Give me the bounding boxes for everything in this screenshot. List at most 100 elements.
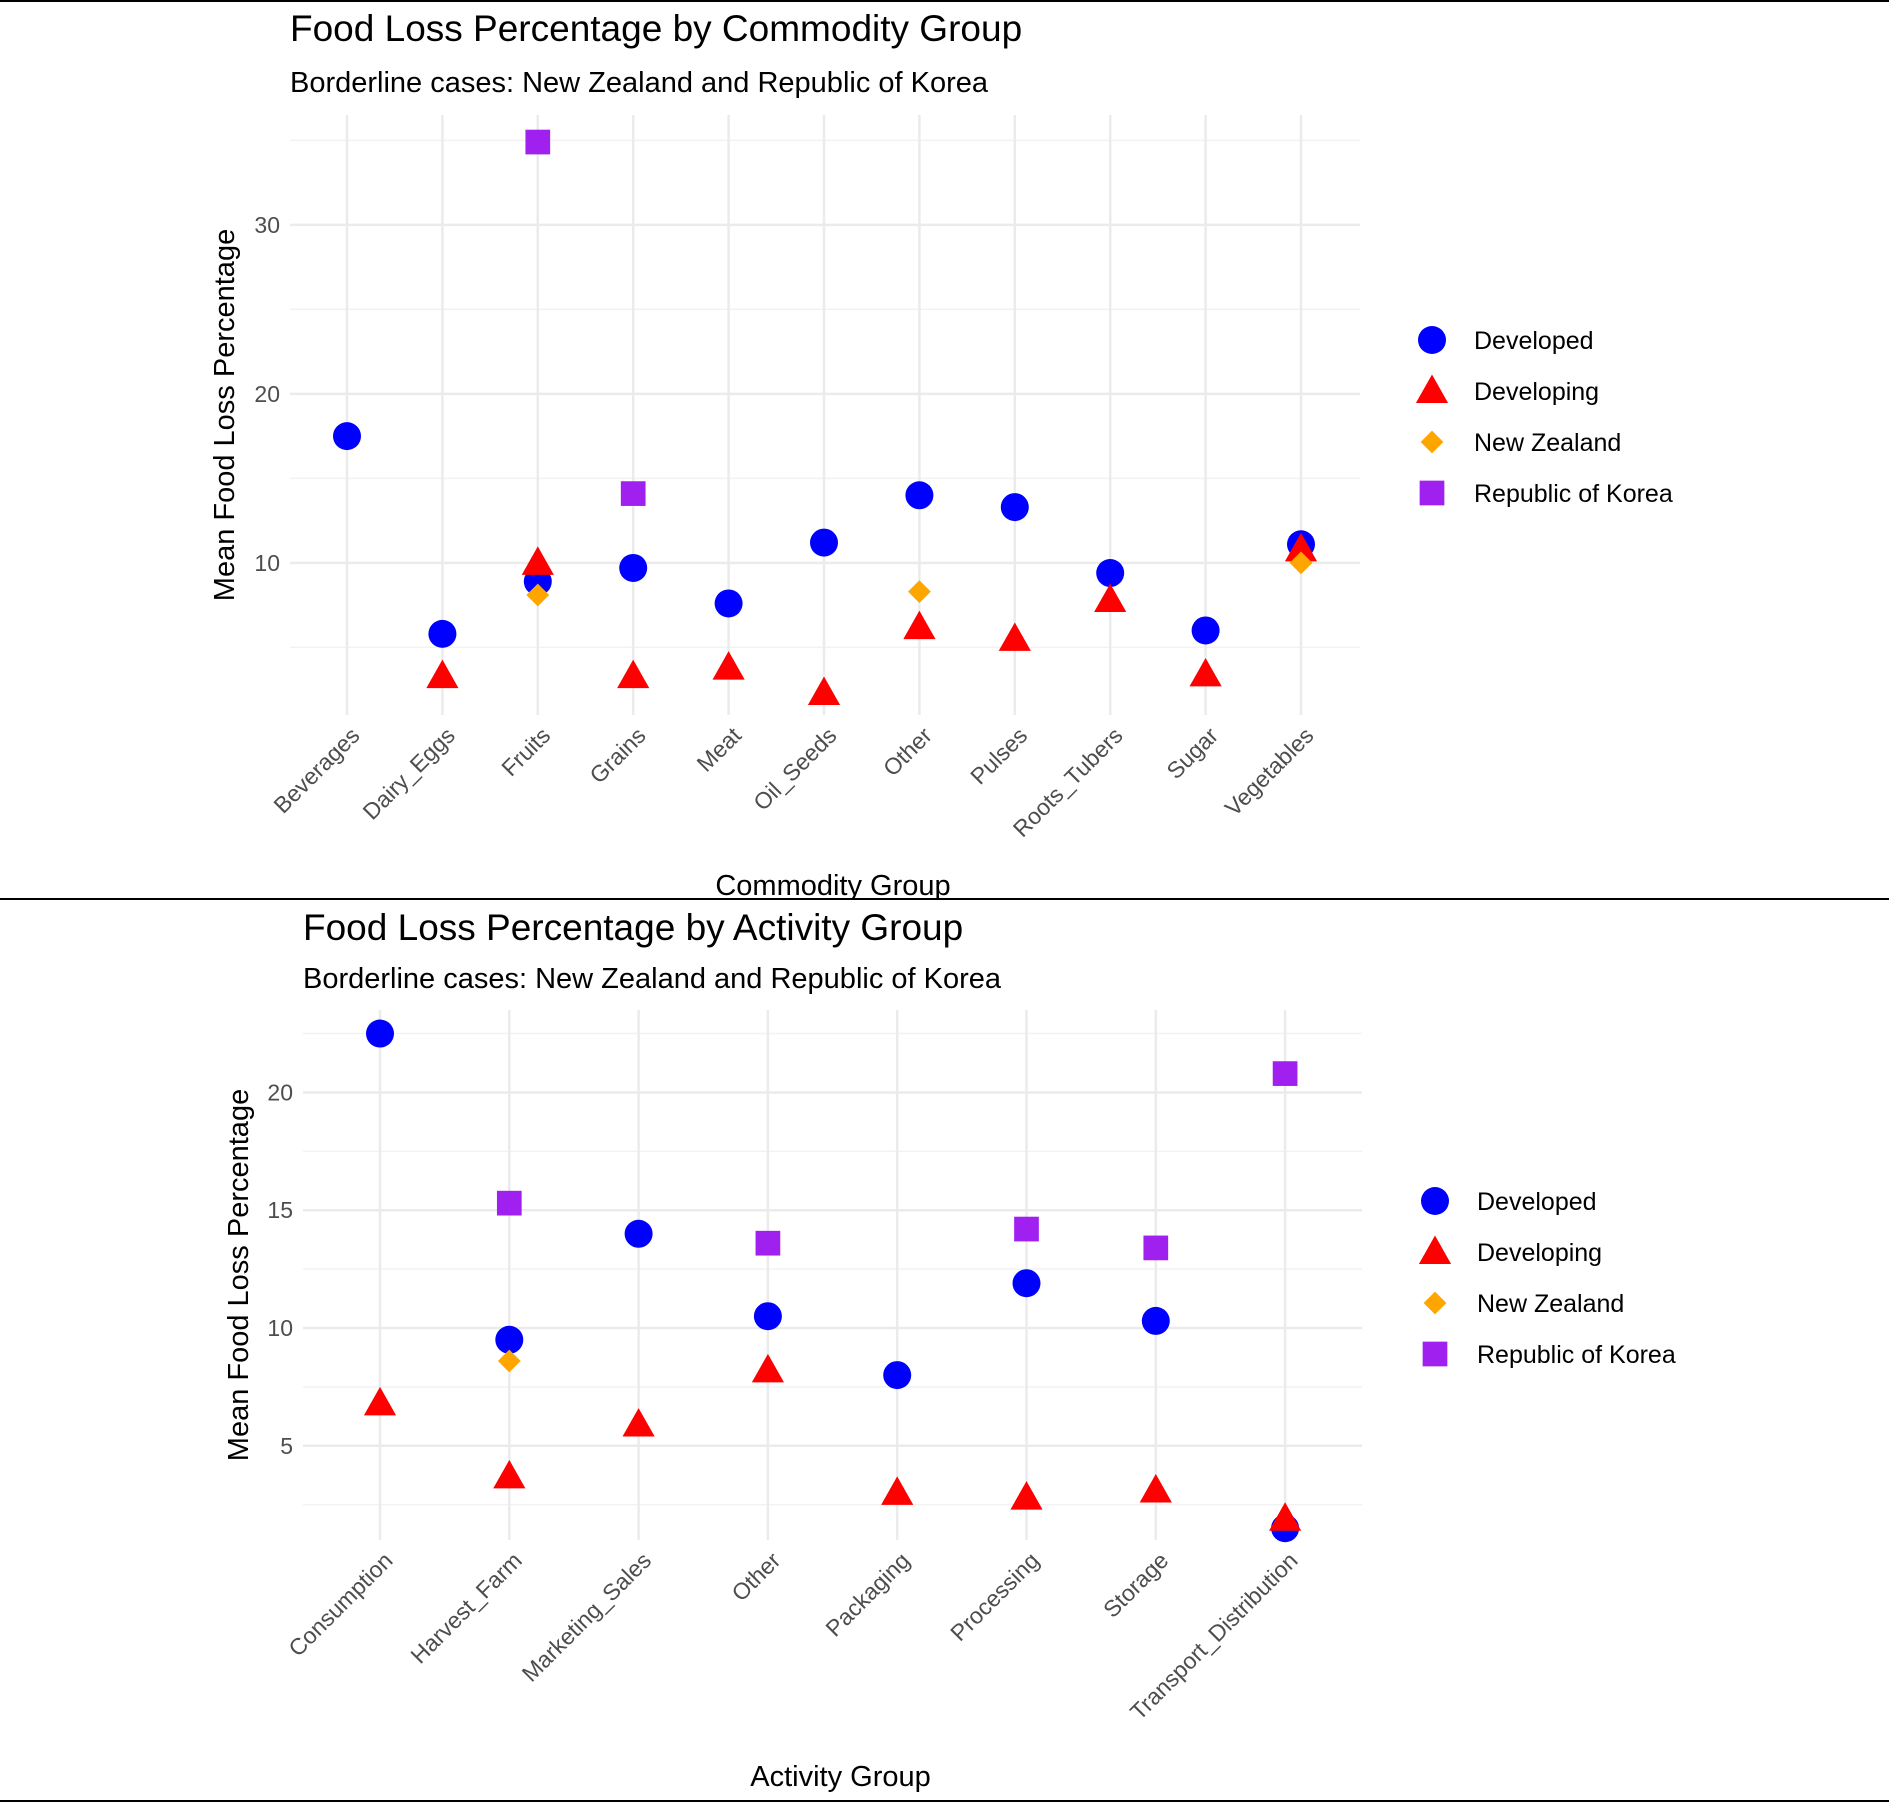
x-tick-label-pulses: Pulses (965, 722, 1032, 789)
chart-subtitle: Borderline cases: New Zealand and Republ… (303, 963, 1002, 995)
data-point-developing-roots-tubers (1094, 583, 1127, 613)
x-tick-label-storage: Storage (1098, 1547, 1173, 1622)
legend-key-developing (1415, 374, 1449, 403)
data-point-new-zealand-other (908, 580, 931, 604)
data-point-developed-storage (1141, 1306, 1170, 1335)
x-tick-label-packaging: Packaging (820, 1547, 914, 1641)
y-tick-label: 5 (280, 1433, 293, 1459)
legend-key-developing (1418, 1235, 1452, 1264)
y-axis-label: Mean Food Loss Percentage (209, 229, 241, 601)
data-point-new-zealand-fruits (526, 583, 550, 607)
data-point-developed-packaging (883, 1361, 912, 1390)
x-tick-label-other: Other (726, 1547, 785, 1606)
data-point-developing-harvest-farm (493, 1459, 526, 1489)
data-point-developing-dairy-eggs (426, 659, 459, 689)
data-point-developed-pulses (1000, 493, 1029, 522)
chart-subtitle: Borderline cases: New Zealand and Republ… (290, 67, 989, 99)
x-tick-label-consumption: Consumption (283, 1547, 397, 1661)
y-tick-label: 10 (267, 1315, 293, 1341)
data-point-developing-fruits (521, 546, 554, 575)
data-point-developed-other (753, 1302, 782, 1331)
data-point-developed-sugar (1191, 616, 1220, 645)
data-point-republic-of-korea-other (755, 1230, 781, 1256)
chart-title: Food Loss Percentage by Activity Group (303, 907, 963, 948)
data-point-developing-storage (1139, 1474, 1172, 1503)
data-point-developing-other (751, 1353, 784, 1383)
data-point-republic-of-korea-fruits (525, 129, 551, 155)
x-tick-label-meat: Meat (692, 722, 747, 777)
data-point-developed-oil-seeds (810, 528, 838, 557)
legend-key-new-zealand (1423, 1291, 1447, 1315)
x-tick-label-fruits: Fruits (496, 722, 555, 781)
data-point-developed-beverages (333, 422, 361, 451)
x-tick-label-other: Other (878, 722, 937, 781)
data-point-developed-other (905, 481, 934, 510)
data-point-developing-meat (712, 651, 745, 680)
x-axis-label: Activity Group (750, 1761, 931, 1793)
data-point-developing-oil-seeds (807, 676, 841, 705)
x-tick-label-processing: Processing (945, 1547, 1044, 1646)
y-tick-label: 20 (267, 1079, 293, 1105)
data-point-republic-of-korea-processing (1014, 1216, 1039, 1242)
y-tick-label: 30 (254, 212, 280, 238)
legend-label-developing: Developing (1474, 378, 1599, 406)
legend-label-new-zealand: New Zealand (1474, 429, 1621, 457)
data-point-developed-meat (714, 589, 743, 618)
activity-chart-panel: 5 10 15 20 Consumption Harvest_Farm Marketing_… (0, 900, 1889, 1800)
data-point-developed-dairy-eggs (428, 619, 457, 648)
data-point-developed-consumption (366, 1019, 394, 1048)
data-point-republic-of-korea-grains (620, 481, 646, 506)
data-point-republic-of-korea-transport-distribution (1272, 1061, 1298, 1086)
top-border-line (0, 0, 1889, 2)
x-tick-label-harvest-farm: Harvest_Farm (405, 1547, 526, 1668)
data-point-republic-of-korea-harvest-farm (496, 1190, 522, 1216)
legend-key-developed (1418, 326, 1446, 354)
legend-label-new-zealand: New Zealand (1477, 1290, 1624, 1318)
y-tick-label: 10 (254, 550, 280, 576)
x-tick-label-oil-seeds: Oil_Seeds (748, 722, 841, 815)
bottom-border-line (0, 1800, 1889, 1802)
panel-divider-line (0, 898, 1889, 900)
chart-title: Food Loss Percentage by Commodity Group (290, 8, 1022, 49)
data-point-developing-sugar (1189, 657, 1222, 687)
legend-label-developed: Developed (1474, 327, 1594, 355)
data-point-developed-harvest-farm (495, 1325, 524, 1354)
data-point-developing-consumption (363, 1386, 397, 1416)
legend-label-republic-of-korea: Republic of Korea (1477, 1341, 1676, 1369)
data-point-developing-processing (1010, 1481, 1043, 1510)
commodity-chart-panel: 10 20 30 Beverages Dairy_Eggs Fruits Grains Mea… (0, 0, 1889, 898)
legend-key-developed (1421, 1187, 1449, 1215)
data-point-developing-packaging (881, 1476, 914, 1505)
data-point-new-zealand-vegetables (1289, 551, 1313, 575)
data-point-republic-of-korea-storage (1143, 1235, 1169, 1261)
legend-key-new-zealand (1420, 430, 1444, 454)
y-tick-label: 15 (267, 1197, 293, 1223)
y-axis-label: Mean Food Loss Percentage (223, 1089, 255, 1461)
x-tick-label-dairy-eggs: Dairy_Eggs (357, 722, 459, 824)
y-tick-label: 20 (254, 381, 280, 407)
legend-label-developing: Developing (1477, 1239, 1602, 1267)
data-point-developed-marketing-sales (624, 1219, 653, 1248)
x-tick-label-sugar: Sugar (1161, 722, 1223, 784)
data-point-developed-processing (1012, 1269, 1041, 1298)
data-point-new-zealand-harvest-farm (497, 1349, 521, 1373)
data-point-developing-transport-distribution (1269, 1502, 1302, 1531)
legend-key-republic-of-korea (1422, 1341, 1448, 1367)
legend-key-republic-of-korea (1419, 480, 1445, 506)
data-point-developing-marketing-sales (622, 1408, 655, 1437)
data-point-developed-grains (619, 553, 648, 582)
x-tick-label-grains: Grains (584, 722, 650, 788)
x-axis-label: Commodity Group (715, 870, 950, 898)
data-point-developing-vegetables (1284, 532, 1318, 562)
legend-label-republic-of-korea: Republic of Korea (1474, 480, 1673, 508)
x-tick-label-vegetables: Vegetables (1220, 722, 1319, 821)
x-tick-label-beverages: Beverages (268, 722, 364, 818)
x-tick-label-marketing-sales: Marketing_Sales (517, 1547, 657, 1687)
data-point-developing-other (903, 610, 936, 640)
data-point-developing-pulses (998, 622, 1031, 651)
activity-chart: 5 10 15 20 Consumption Harvest_FarmMarketing_… (223, 907, 1676, 1793)
data-point-developed-roots-tubers (1096, 559, 1125, 588)
data-point-developing-grains (617, 659, 650, 689)
